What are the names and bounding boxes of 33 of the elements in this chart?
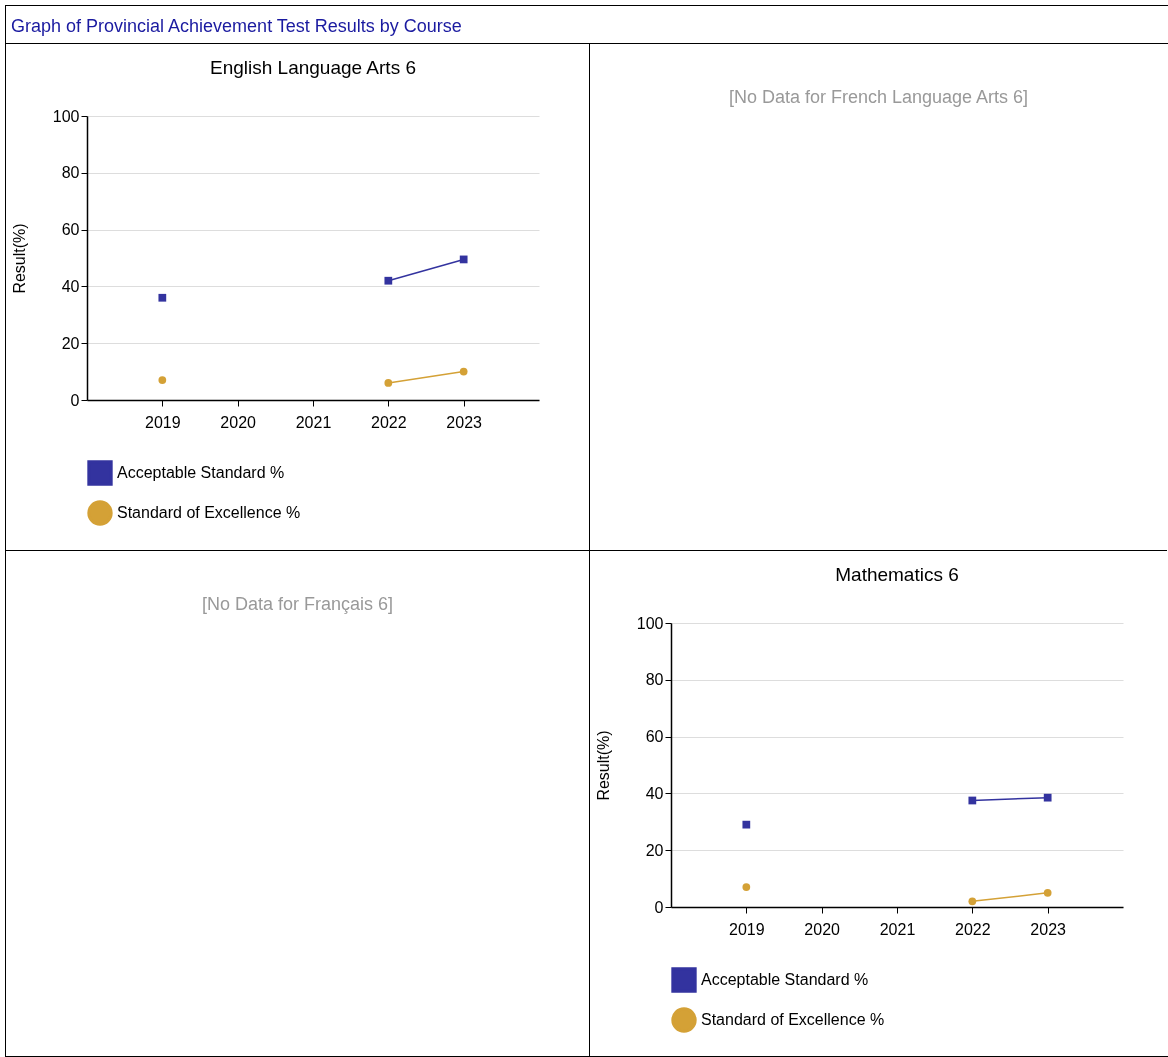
y-tick-label: 0 [654,898,664,916]
y-tick-label: 60 [645,728,664,746]
x-tick-label: 2022 [955,920,991,938]
legend-label: Acceptable Standard % [117,464,285,481]
text: Graph of Provincial Achievement Test Results by Course [6,6,1168,44]
x-tick-label: 2019 [729,920,765,938]
legend-label: Standard of Excellence % [117,504,301,521]
x-tick-label: 2023 [1030,920,1067,938]
y-axis-title: Result(%) [594,730,612,801]
y-tick-label: 80 [645,671,664,689]
x-tick-label: 2023 [446,413,483,431]
legend-label: Acceptable Standard % [701,971,869,988]
y-tick-label: 60 [61,221,80,239]
y-tick-label: 40 [61,277,80,295]
y-tick-label: 40 [645,784,664,802]
x-tick-label: 2021 [295,413,332,431]
y-axis-title: Result(%) [10,223,28,294]
legend-label: Standard of Excellence % [701,1011,885,1028]
x-tick-label: 2020 [220,413,257,431]
y-tick-label: 0 [70,391,80,409]
y-tick-label: 80 [61,164,80,182]
chart-title: English Language Arts 6 [210,57,416,78]
x-tick-label: 2021 [879,920,916,938]
x-tick-label: 2022 [371,413,407,431]
y-tick-label: 100 [636,614,664,632]
y-tick-label: 20 [61,334,80,352]
text: [No Data for French Language Arts 6] [727,86,1030,108]
text: [No Data for Français 6] [200,593,395,615]
y-tick-label: 20 [645,841,664,859]
x-tick-label: 2020 [804,920,841,938]
y-tick-label: 100 [52,107,80,125]
x-tick-label: 2019 [145,413,181,431]
chart-title: Mathematics 6 [835,564,959,585]
